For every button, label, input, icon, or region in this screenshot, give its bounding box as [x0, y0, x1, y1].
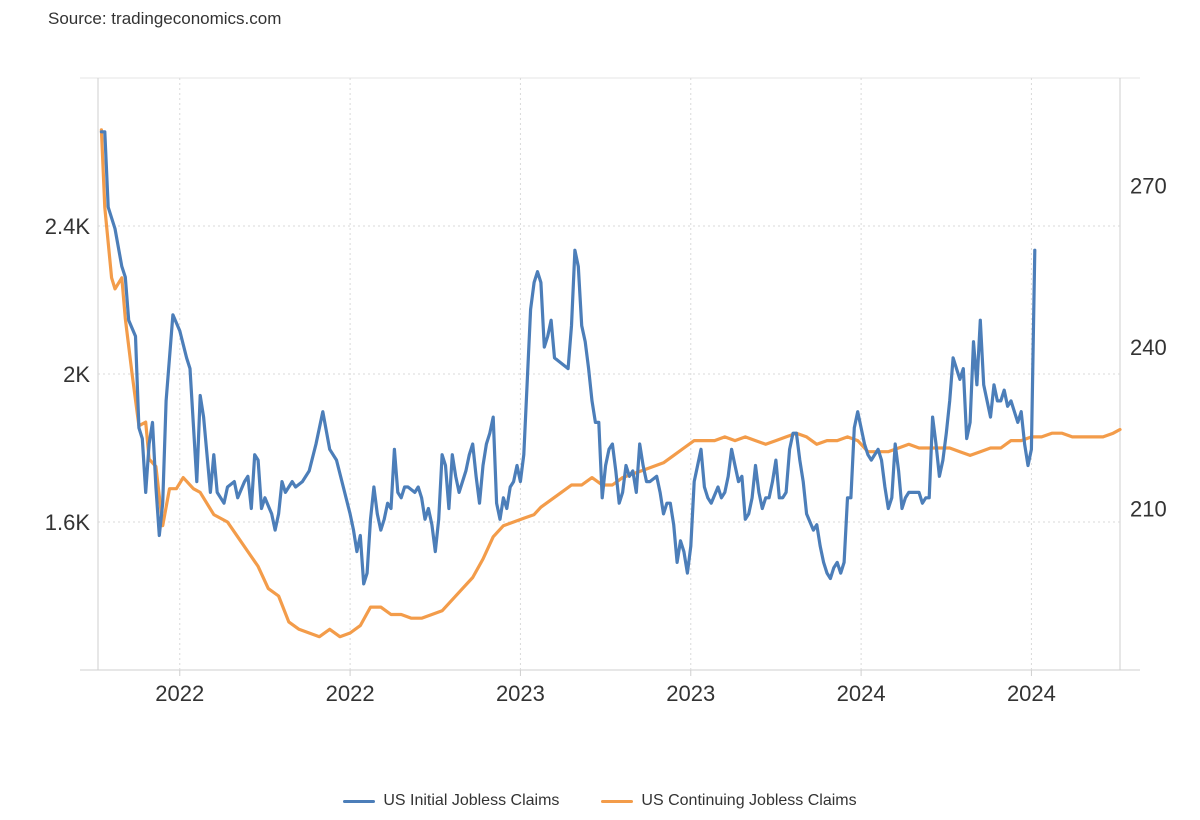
x-tick-label: 2024: [1007, 681, 1056, 706]
x-tick-label: 2023: [496, 681, 545, 706]
legend-label-initial: US Initial Jobless Claims: [383, 792, 560, 809]
y-left-tick-label: 2.4K: [45, 214, 91, 239]
y-right-tick-label: 240: [1130, 335, 1167, 360]
x-tick-label: 2024: [837, 681, 886, 706]
y-left-tick-label: 1.6K: [45, 510, 91, 535]
legend-label-continuing: US Continuing Jobless Claims: [641, 792, 857, 809]
legend: US Initial Jobless Claims US Continuing …: [0, 792, 1200, 810]
source-label: Source: tradingeconomics.com: [48, 9, 282, 28]
y-right-tick-label: 210: [1130, 497, 1167, 522]
y-left-tick-label: 2K: [63, 362, 90, 387]
legend-item-continuing[interactable]: US Continuing Jobless Claims: [601, 792, 857, 810]
x-tick-label: 2022: [155, 681, 204, 706]
x-tick-label: 2023: [666, 681, 715, 706]
legend-swatch-continuing: [601, 799, 634, 803]
x-tick-label: 2022: [326, 681, 375, 706]
series-line-us-initial-jobless-claims: [99, 130, 1037, 586]
series-line-us-continuing-jobless-claims: [99, 128, 1122, 639]
y-right-tick-label: 270: [1130, 174, 1167, 199]
legend-swatch-initial: [343, 799, 376, 803]
legend-item-initial[interactable]: US Initial Jobless Claims: [343, 792, 559, 810]
